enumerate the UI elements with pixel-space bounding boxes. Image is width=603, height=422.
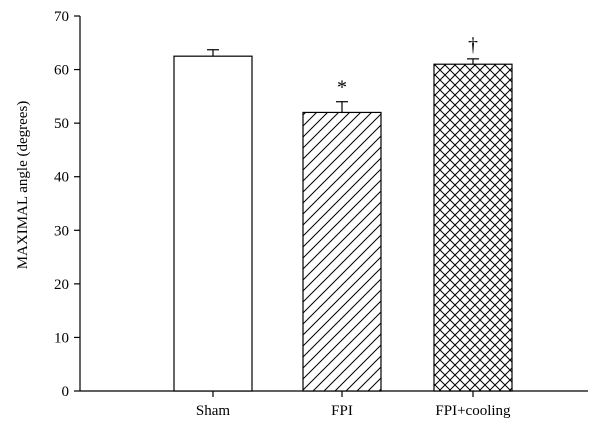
bar-fill <box>174 56 252 392</box>
x-axis: Sham FPI FPI+cooling <box>80 390 588 419</box>
y-tick-label: 50 <box>54 116 69 132</box>
bar-hatch <box>434 64 512 391</box>
y-ticks: 0 10 20 30 40 50 60 70 <box>54 9 80 400</box>
bars: *† <box>173 34 513 392</box>
y-axis: 0 10 20 30 40 50 60 70 <box>54 9 81 400</box>
y-tick-label: 30 <box>54 223 69 239</box>
x-tick-label: FPI+cooling <box>435 403 511 419</box>
bar-group-fpi: * <box>302 77 382 392</box>
bar-group-sham <box>173 49 253 392</box>
bar-hatch <box>303 112 381 391</box>
y-tick-label: 60 <box>54 63 69 79</box>
x-tick-label: Sham <box>196 403 231 419</box>
significance-marker: * <box>337 77 347 99</box>
y-tick-label: 40 <box>54 170 69 186</box>
x-ticks: Sham FPI FPI+cooling <box>196 391 511 419</box>
y-tick-label: 0 <box>62 384 70 400</box>
x-tick-label: FPI <box>331 403 353 419</box>
y-tick-label: 20 <box>54 277 69 293</box>
bar-group-fpi-cooling: † <box>433 34 513 392</box>
y-tick-label: 10 <box>54 330 69 346</box>
y-tick-label: 70 <box>54 9 69 25</box>
y-axis-title: MAXIMAL angle (degrees) <box>15 101 31 270</box>
significance-marker: † <box>468 34 478 56</box>
